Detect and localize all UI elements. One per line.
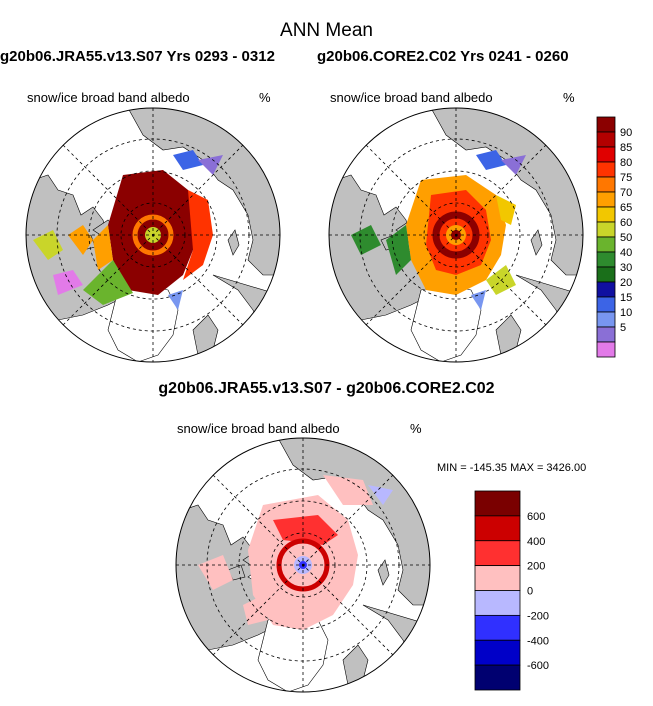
diff-colorbar-swatch — [474, 639, 521, 666]
mean-colorbar-tick-label: 15 — [620, 292, 632, 304]
mean-colorbar-tick-label: 10 — [620, 307, 632, 319]
diff-colorbar-swatch — [474, 590, 521, 616]
mean-colorbar-tick-label: 5 — [620, 322, 626, 334]
mean-colorbar-swatch — [596, 251, 616, 268]
mean-colorbar-swatch — [596, 266, 616, 283]
diff-colorbar-swatch — [474, 540, 521, 567]
diff-panel-title: g20b06.JRA55.v13.S07 - g20b06.CORE2.C02 — [158, 380, 495, 397]
mean-colorbar-tick-label: 50 — [620, 232, 632, 244]
diff-colorbar-tick-label: 400 — [527, 536, 545, 548]
diff-colorbar-swatch — [474, 614, 521, 641]
diff-colorbar-tick-label: 0 — [527, 586, 533, 598]
mean-colorbar-tick-label: 80 — [620, 157, 632, 169]
diff-map — [175, 437, 431, 693]
right-panel-variable: snow/ice broad band albedo — [330, 90, 493, 105]
mean-colorbar-swatch — [596, 191, 616, 208]
mean-colorbar-tick-label: 90 — [620, 127, 632, 139]
mean-colorbar-swatch — [596, 161, 616, 178]
mean-colorbar-swatch — [596, 296, 616, 313]
diff-minmax: MIN = -145.35 MAX = 3426.00 — [437, 462, 587, 474]
diff-panel-unit: % — [410, 421, 422, 436]
left-panel-unit: % — [259, 90, 271, 105]
diff-colorbar-tick-label: 600 — [527, 511, 545, 523]
diff-colorbar-swatch — [474, 515, 521, 542]
diff-colorbar-tick-label: -600 — [527, 660, 549, 672]
diff-colorbar-tick-label: 200 — [527, 561, 545, 573]
mean-colorbar-swatch — [596, 326, 616, 343]
mean-colorbar-swatch — [596, 221, 616, 238]
mean-colorbar-tick-label: 65 — [620, 202, 632, 214]
mean-colorbar-tick-label: 20 — [620, 277, 632, 289]
mean-colorbar-swatch — [596, 236, 616, 253]
diff-panel-variable: snow/ice broad band albedo — [177, 421, 340, 436]
mean-colorbar-swatch — [596, 281, 616, 298]
mean-colorbar: 90 85 80 75 70 65 60 50 40 30 20 15 10 5 — [596, 116, 632, 358]
right-panel-case-title: g20b06.CORE2.C02 Yrs 0241 - 0260 — [317, 48, 569, 65]
mean-colorbar-tick-label: 60 — [620, 217, 632, 229]
left-panel-variable: snow/ice broad band albedo — [27, 90, 190, 105]
mean-colorbar-tick-label: 70 — [620, 187, 632, 199]
left-map — [25, 107, 281, 363]
mean-colorbar-swatch — [596, 206, 616, 223]
mean-colorbar-swatch — [596, 176, 616, 193]
right-map — [328, 107, 584, 363]
diff-colorbar-swatch — [474, 490, 521, 517]
mean-colorbar-tick-label: 30 — [620, 262, 632, 274]
left-panel-case-title: g20b06.JRA55.v13.S07 Yrs 0293 - 0312 — [0, 48, 275, 65]
mean-colorbar-tick-label: 40 — [620, 247, 632, 259]
mean-colorbar-swatch — [596, 341, 616, 358]
mean-colorbar-swatch — [596, 146, 616, 163]
mean-colorbar-swatch — [596, 131, 616, 148]
mean-colorbar-tick-label: 75 — [620, 172, 632, 184]
mean-colorbar-swatch — [596, 311, 616, 328]
diff-colorbar-swatch — [474, 565, 521, 591]
mean-colorbar-tick-label: 85 — [620, 142, 632, 154]
diff-colorbar: 600 400 200 0 -200 -400 -600 — [474, 490, 549, 691]
diff-colorbar-tick-label: -200 — [527, 610, 549, 622]
main-title: ANN Mean — [280, 20, 373, 41]
diff-colorbar-tick-label: -400 — [527, 635, 549, 647]
right-panel-unit: % — [563, 90, 575, 105]
mean-colorbar-swatch — [596, 116, 616, 133]
diff-colorbar-swatch — [474, 664, 521, 691]
